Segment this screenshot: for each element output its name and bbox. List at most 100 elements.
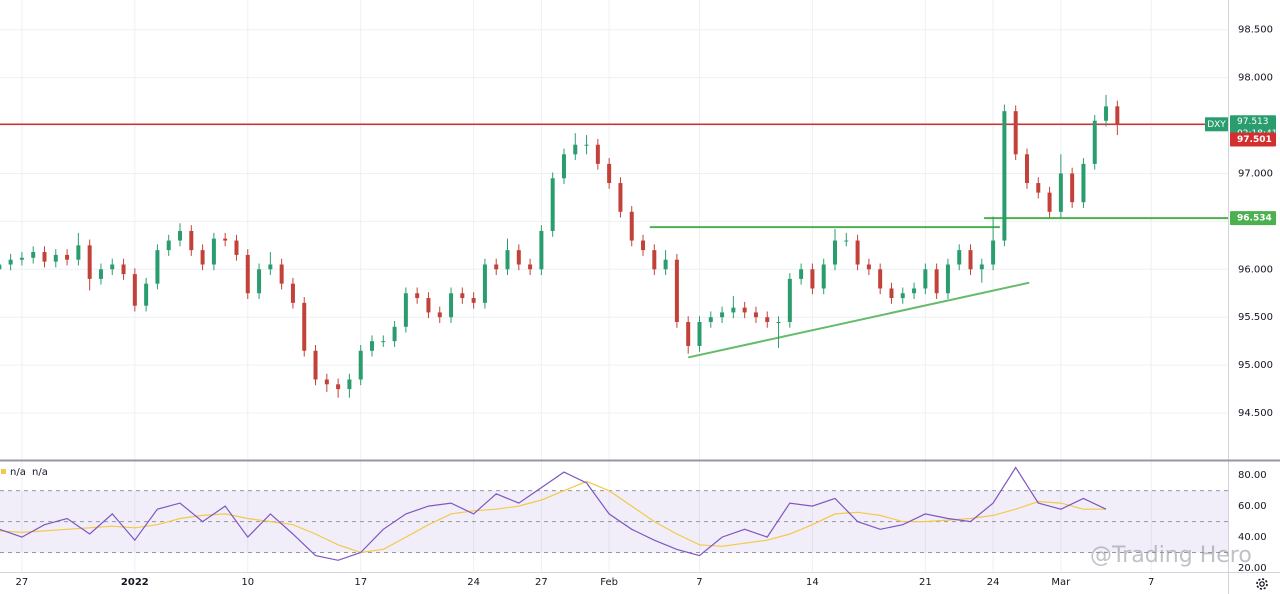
price-tag: [1230, 132, 1276, 147]
candle-body: [810, 269, 815, 289]
candle-body: [234, 240, 239, 255]
candle-body: [900, 293, 905, 299]
candle-body: [878, 269, 883, 289]
symbol-tag: [1205, 117, 1228, 132]
candle-body: [166, 240, 171, 251]
candle-body: [889, 288, 894, 299]
candle-body: [833, 240, 838, 265]
candle-body: [1036, 183, 1041, 193]
candle-body: [844, 240, 849, 242]
y-tick-label: 98.000: [1238, 73, 1273, 84]
y-tick-label: 96.000: [1238, 264, 1273, 275]
candle-body: [279, 264, 284, 284]
candle-body: [347, 379, 352, 390]
candle-body: [482, 264, 487, 303]
candle-body: [731, 307, 736, 313]
candle-body: [76, 245, 81, 260]
candle-body: [200, 250, 205, 265]
x-tick-label: 24: [467, 577, 480, 588]
candle-body: [742, 307, 747, 313]
trendline: [687, 281, 1030, 359]
candle-body: [65, 254, 70, 260]
candle-body: [257, 269, 262, 294]
candle-body: [494, 264, 499, 270]
candle-body: [1070, 173, 1075, 203]
candle-body: [934, 269, 939, 294]
candle-body: [392, 326, 397, 342]
candle-body: [1047, 192, 1052, 212]
candle-body: [968, 250, 973, 270]
candle-body: [132, 274, 137, 306]
candle-body: [189, 230, 194, 251]
y-tick-label: 20.00: [1238, 563, 1267, 574]
candle-body: [98, 269, 103, 279]
x-tick-label: 10: [241, 577, 254, 588]
candle-body: [979, 264, 984, 270]
x-tick-label: Feb: [600, 577, 618, 588]
x-tick-label: Mar: [1051, 577, 1071, 588]
candle-body: [595, 144, 600, 164]
candle-body: [144, 283, 149, 306]
y-tick-label: 80.00: [1238, 470, 1267, 481]
indicator-line: [0, 466, 1107, 561]
candle-body: [471, 298, 476, 303]
candle-body: [223, 238, 228, 241]
candle-body: [923, 269, 928, 289]
price-tag-label: 96.534: [1237, 214, 1272, 224]
price-tag: [1230, 211, 1276, 226]
candle-body: [1002, 111, 1007, 241]
candle-body: [19, 257, 24, 260]
candle-body: [42, 252, 47, 262]
candle-body: [449, 293, 454, 318]
candle-body: [245, 254, 250, 294]
candle-body: [121, 264, 126, 275]
x-tick-label: 17: [354, 577, 367, 588]
x-tick-label: 2022: [121, 577, 149, 588]
candle-body: [765, 317, 770, 322]
status-value: n/a: [32, 467, 48, 478]
candle-body: [550, 178, 555, 231]
candle-body: [584, 144, 589, 146]
candle-body: [336, 384, 341, 390]
y-tick-label: 60.00: [1238, 501, 1267, 512]
candle-body: [573, 144, 578, 155]
candle-body: [155, 250, 160, 284]
status-value: n/a: [10, 467, 26, 478]
candle-body: [652, 250, 657, 270]
candle-body: [618, 183, 623, 212]
candle-body: [776, 322, 781, 323]
candle-body: [110, 264, 115, 270]
candle-body: [629, 211, 634, 241]
candle-body: [799, 269, 804, 279]
candle-body: [313, 350, 318, 380]
candle-body: [753, 312, 758, 318]
y-tick-label: 97.000: [1238, 168, 1273, 179]
candle-body: [302, 302, 307, 351]
candle-body: [403, 293, 408, 327]
candle-body: [561, 154, 566, 179]
settings-icon[interactable]: [1256, 578, 1268, 590]
candle-body: [674, 259, 679, 322]
y-tick-label: 95.000: [1238, 360, 1273, 371]
candle-body: [641, 240, 646, 251]
x-tick-label: 27: [16, 577, 29, 588]
candle-body: [505, 250, 510, 270]
candle-body: [945, 264, 950, 294]
candle-body: [1115, 106, 1120, 125]
x-tick-label: 14: [806, 577, 819, 588]
candle-body: [211, 238, 216, 265]
level-band: [0, 490, 1228, 553]
candle-body: [290, 283, 295, 303]
candle-body: [358, 350, 363, 380]
y-tick-label: 40.00: [1238, 532, 1267, 543]
candle-body: [426, 298, 431, 313]
candle-body: [460, 293, 465, 299]
x-tick-label: 24: [987, 577, 1000, 588]
candle-body: [1104, 106, 1109, 121]
candle-body: [866, 264, 871, 270]
candle-body: [1081, 163, 1086, 203]
